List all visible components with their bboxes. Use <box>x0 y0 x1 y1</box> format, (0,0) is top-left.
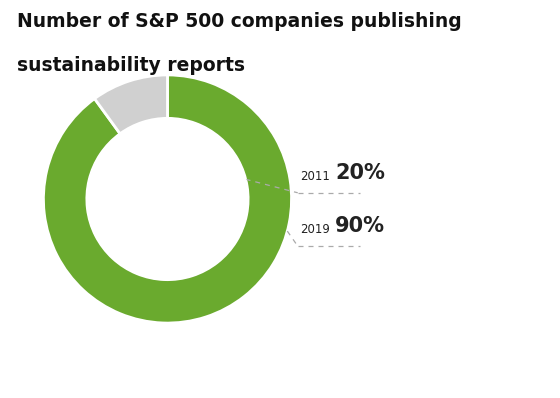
Text: Number of S&P 500 companies publishing: Number of S&P 500 companies publishing <box>17 12 461 31</box>
Text: 20%: 20% <box>335 163 385 183</box>
Circle shape <box>87 118 248 280</box>
Text: 2011: 2011 <box>300 170 330 183</box>
Wedge shape <box>96 127 240 271</box>
Wedge shape <box>167 127 236 187</box>
Wedge shape <box>44 75 292 323</box>
Wedge shape <box>96 127 240 271</box>
Text: sustainability reports: sustainability reports <box>17 56 245 75</box>
Text: 2019: 2019 <box>300 223 330 236</box>
Circle shape <box>130 162 205 236</box>
Wedge shape <box>167 127 236 187</box>
Text: 90%: 90% <box>335 216 385 236</box>
Wedge shape <box>95 75 167 134</box>
Circle shape <box>130 162 205 236</box>
